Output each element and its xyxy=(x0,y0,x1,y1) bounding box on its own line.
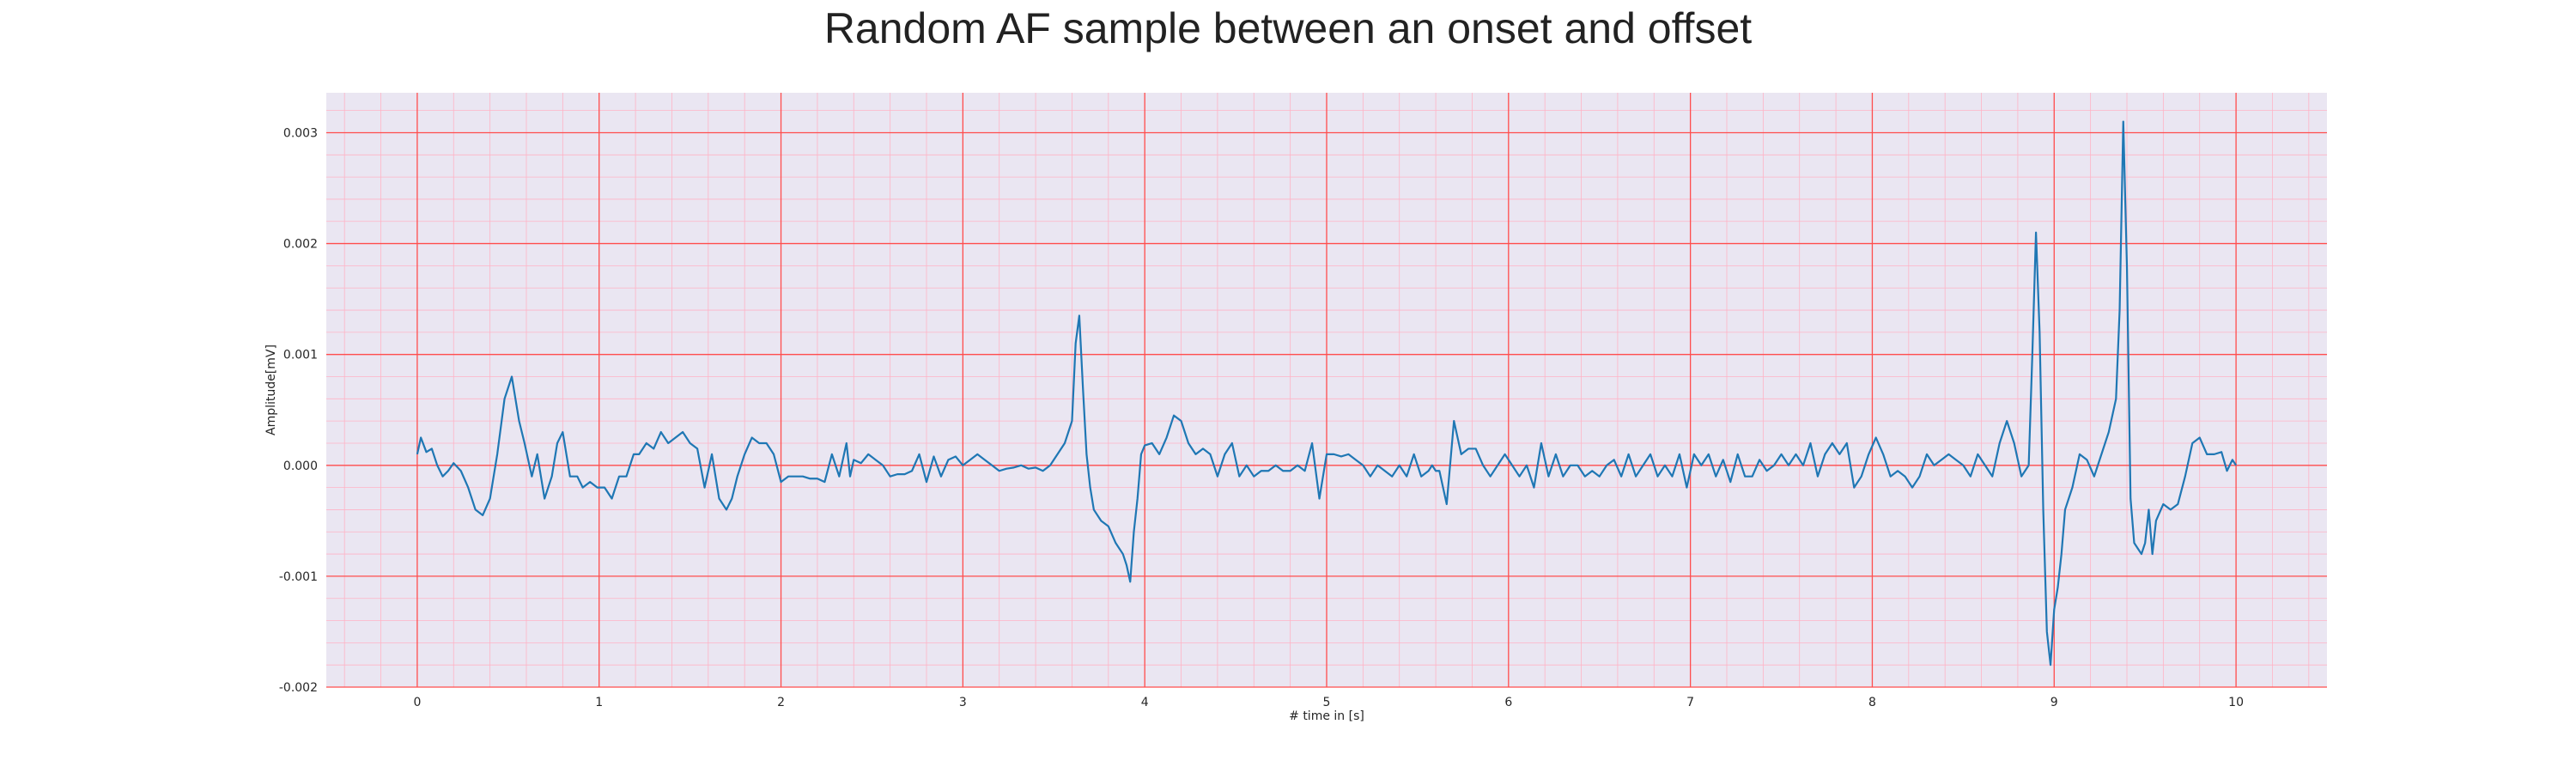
chart-title: Random AF sample between an onset and of… xyxy=(823,4,1753,52)
y-tick-label: 0.002 xyxy=(283,238,318,252)
ecg-signal-line xyxy=(416,120,2238,666)
x-tick-label: 1 xyxy=(595,696,603,709)
x-tick-label: 0 xyxy=(413,696,421,709)
x-tick-label: 7 xyxy=(1686,696,1694,709)
y-axis-label: Amplitude[mV] xyxy=(264,344,278,435)
x-tick-label: 6 xyxy=(1504,696,1512,709)
x-tick-label: 5 xyxy=(1323,696,1331,709)
y-tick-label: 0.000 xyxy=(283,460,318,473)
x-axis-ticks: 0 1 2 3 4 5 6 7 8 9 10 xyxy=(413,696,2244,709)
x-tick-label: 4 xyxy=(1141,696,1149,709)
y-tick-label: -0.001 xyxy=(279,570,318,584)
y-tick-label: 0.001 xyxy=(283,349,318,362)
x-axis-label: # time in [s] xyxy=(1289,709,1364,723)
y-axis-ticks: -0.002 -0.001 0.000 0.001 0.002 0.003 xyxy=(279,126,318,695)
x-tick-label: 9 xyxy=(2050,696,2058,709)
x-tick-label: 2 xyxy=(777,696,785,709)
y-tick-label: 0.003 xyxy=(283,126,318,140)
x-tick-label: 8 xyxy=(1868,696,1876,709)
x-tick-label: 10 xyxy=(2228,696,2244,709)
y-tick-label: -0.002 xyxy=(279,681,318,695)
x-tick-label: 3 xyxy=(959,696,967,709)
major-grid xyxy=(326,93,2327,688)
